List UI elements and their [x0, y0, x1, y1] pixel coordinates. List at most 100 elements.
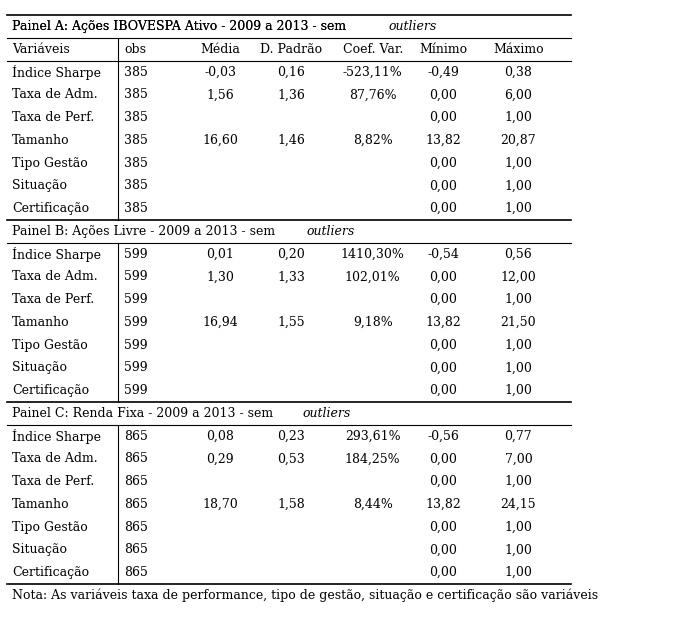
Text: Situação: Situação [12, 361, 67, 374]
Text: Taxa de Adm.: Taxa de Adm. [12, 452, 98, 465]
Text: 8,82%: 8,82% [353, 134, 393, 147]
Text: 385: 385 [124, 66, 148, 79]
Text: 599: 599 [124, 316, 147, 329]
Text: 599: 599 [124, 271, 147, 284]
Text: 1,36: 1,36 [277, 89, 306, 102]
Text: Taxa de Adm.: Taxa de Adm. [12, 271, 98, 284]
Text: Índice Sharpe: Índice Sharpe [12, 246, 101, 262]
Text: 385: 385 [124, 202, 148, 215]
Text: Tipo Gestão: Tipo Gestão [12, 339, 88, 352]
Text: 1,00: 1,00 [504, 339, 532, 352]
Text: 385: 385 [124, 180, 148, 193]
Text: 385: 385 [124, 134, 148, 147]
Text: -0,49: -0,49 [427, 66, 459, 79]
Text: 1,00: 1,00 [504, 293, 532, 306]
Text: -0,03: -0,03 [204, 66, 236, 79]
Text: Taxa de Adm.: Taxa de Adm. [12, 89, 98, 102]
Text: Tamanho: Tamanho [12, 316, 70, 329]
Text: Certificação: Certificação [12, 384, 89, 397]
Text: 865: 865 [124, 475, 148, 488]
Text: 16,94: 16,94 [203, 316, 238, 329]
Text: 0,00: 0,00 [429, 566, 457, 579]
Text: 13,82: 13,82 [425, 498, 461, 511]
Text: 0,16: 0,16 [277, 66, 306, 79]
Text: outliers: outliers [307, 225, 355, 238]
Text: 13,82: 13,82 [425, 134, 461, 147]
Text: 865: 865 [124, 543, 148, 556]
Text: Variáveis: Variáveis [12, 43, 70, 56]
Text: 1,00: 1,00 [504, 180, 532, 193]
Text: 24,15: 24,15 [501, 498, 536, 511]
Text: Painel A: Ações IBOVESPA Ativo - 2009 a 2013 - sem: Painel A: Ações IBOVESPA Ativo - 2009 a … [12, 20, 350, 33]
Text: 1,00: 1,00 [504, 202, 532, 215]
Text: Painel A: Ações IBOVESPA Ativo - 2009 a 2013 - sem outliers: Painel A: Ações IBOVESPA Ativo - 2009 a … [12, 20, 399, 33]
Text: 1410,30%: 1410,30% [340, 248, 405, 261]
Text: 293,61%: 293,61% [345, 430, 401, 443]
Text: 0,00: 0,00 [429, 361, 457, 374]
Text: -523,11%: -523,11% [342, 66, 403, 79]
Text: Taxa de Perf.: Taxa de Perf. [12, 475, 95, 488]
Text: -0,54: -0,54 [427, 248, 459, 261]
Text: 865: 865 [124, 452, 148, 465]
Text: -0,56: -0,56 [427, 430, 459, 443]
Text: 0,23: 0,23 [277, 430, 306, 443]
Text: 1,00: 1,00 [504, 361, 532, 374]
Text: 1,00: 1,00 [504, 521, 532, 534]
Text: 1,00: 1,00 [504, 543, 532, 556]
Text: Taxa de Perf.: Taxa de Perf. [12, 111, 95, 124]
Text: 0,00: 0,00 [429, 202, 457, 215]
Text: 16,60: 16,60 [202, 134, 238, 147]
Text: 21,50: 21,50 [501, 316, 536, 329]
Text: Painel C: Renda Fixa - 2009 a 2013 - sem: Painel C: Renda Fixa - 2009 a 2013 - sem [12, 407, 277, 420]
Text: Mínimo: Mínimo [419, 43, 467, 56]
Text: obs: obs [125, 43, 147, 56]
Text: 8,44%: 8,44% [353, 498, 393, 511]
Text: Coef. Var.: Coef. Var. [342, 43, 403, 56]
Text: 0,00: 0,00 [429, 180, 457, 193]
Text: 0,00: 0,00 [429, 475, 457, 488]
Text: 0,38: 0,38 [504, 66, 532, 79]
Text: D. Padrão: D. Padrão [260, 43, 323, 56]
Text: 1,00: 1,00 [504, 111, 532, 124]
Text: 0,00: 0,00 [429, 271, 457, 284]
Text: 0,00: 0,00 [429, 157, 457, 170]
Text: 13,82: 13,82 [425, 316, 461, 329]
Text: 0,29: 0,29 [206, 452, 234, 465]
Text: 0,53: 0,53 [277, 452, 306, 465]
Text: 865: 865 [124, 566, 148, 579]
Text: Tamanho: Tamanho [12, 498, 70, 511]
Text: 184,25%: 184,25% [345, 452, 401, 465]
Text: 0,77: 0,77 [505, 430, 532, 443]
Text: Tamanho: Tamanho [12, 134, 70, 147]
Text: 0,56: 0,56 [505, 248, 532, 261]
Text: Tipo Gestão: Tipo Gestão [12, 157, 88, 170]
Text: 20,87: 20,87 [501, 134, 536, 147]
Text: 0,00: 0,00 [429, 89, 457, 102]
Text: 385: 385 [124, 157, 148, 170]
Text: 1,30: 1,30 [206, 271, 234, 284]
Text: 1,00: 1,00 [504, 475, 532, 488]
Text: 1,55: 1,55 [277, 316, 306, 329]
Text: Índice Sharpe: Índice Sharpe [12, 428, 101, 444]
Text: 9,18%: 9,18% [353, 316, 393, 329]
Text: 0,00: 0,00 [429, 384, 457, 397]
Text: 865: 865 [124, 498, 148, 511]
Text: 599: 599 [124, 384, 147, 397]
Text: 0,20: 0,20 [277, 248, 306, 261]
Text: 0,00: 0,00 [429, 521, 457, 534]
Text: 102,01%: 102,01% [345, 271, 401, 284]
Text: Situação: Situação [12, 543, 67, 556]
Text: 0,00: 0,00 [429, 543, 457, 556]
Text: Taxa de Perf.: Taxa de Perf. [12, 293, 95, 306]
Text: outliers: outliers [389, 20, 437, 33]
Text: Painel B: Ações Livre - 2009 a 2013 - sem: Painel B: Ações Livre - 2009 a 2013 - se… [12, 225, 279, 238]
Text: 599: 599 [124, 248, 147, 261]
Text: 385: 385 [124, 89, 148, 102]
Text: 1,58: 1,58 [277, 498, 306, 511]
Text: 0,00: 0,00 [429, 111, 457, 124]
Text: 1,00: 1,00 [504, 157, 532, 170]
Text: Situação: Situação [12, 180, 67, 193]
Text: Tipo Gestão: Tipo Gestão [12, 521, 88, 534]
Text: 6,00: 6,00 [504, 89, 532, 102]
Text: 385: 385 [124, 111, 148, 124]
